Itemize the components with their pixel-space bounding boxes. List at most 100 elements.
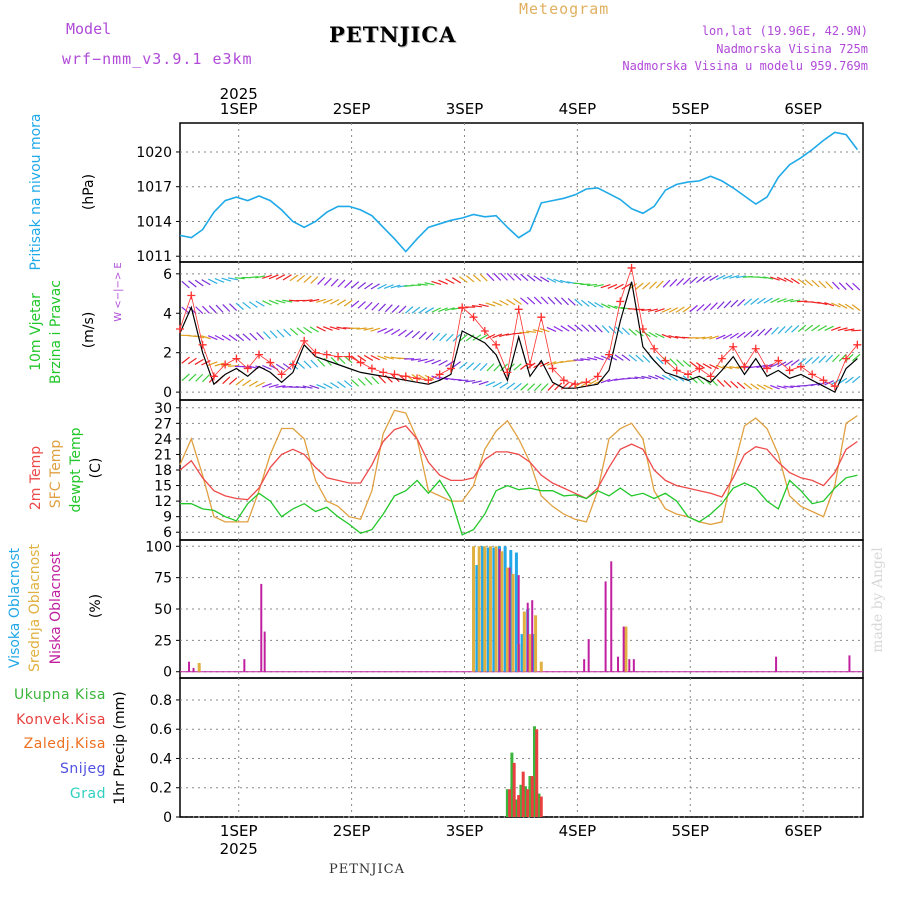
wind-direction-key: W <−|−> E	[113, 262, 124, 321]
wind-arrow	[580, 358, 591, 361]
low-cloud-bar	[775, 656, 778, 672]
wind-arrow	[743, 298, 753, 306]
wind-arrow	[554, 382, 563, 391]
precip-legend-item: Ukupna Kisa	[14, 687, 106, 703]
wind-arrow	[722, 365, 733, 370]
mid-cloud-bar	[511, 573, 515, 672]
wind-arrow	[329, 326, 340, 331]
wind-arrow	[228, 364, 239, 367]
wind-arrow	[492, 301, 503, 307]
low-cloud-bar	[604, 581, 607, 672]
wind-arrow	[384, 304, 393, 313]
total-precip-bar	[523, 786, 527, 817]
wind-arrow	[364, 282, 373, 290]
low-cloud-bar	[587, 639, 590, 672]
wind-arrow	[533, 383, 542, 392]
wind-arrow	[371, 302, 380, 311]
conv-precip-bar	[535, 729, 539, 817]
wind-arrow	[383, 284, 394, 290]
wind-unit: (m/s)	[81, 312, 97, 349]
wind-arrow	[513, 298, 522, 305]
y-tick-label: 9	[163, 510, 172, 526]
y-tick-label: 6	[163, 267, 172, 283]
elevation-label: Nadmorska Visina 725m	[716, 42, 868, 56]
wind-arrow	[479, 363, 488, 372]
high-cloud-bar	[531, 634, 535, 672]
cloud-unit: (%)	[88, 594, 104, 618]
wind-arrow	[431, 375, 442, 381]
mid-cloud-bar	[197, 662, 201, 672]
wind-arrow	[323, 326, 333, 331]
wind-arrow	[831, 354, 840, 363]
wind-arrow	[662, 279, 671, 288]
wind-arrow	[601, 325, 610, 334]
wind-arrow	[370, 283, 380, 290]
wind-arrow	[309, 326, 319, 333]
wind-arrow	[336, 299, 346, 306]
wind-arrow	[424, 358, 435, 364]
wind-arrow	[716, 379, 725, 388]
model-label: Model	[66, 20, 112, 38]
wind-arrow	[486, 363, 495, 372]
total-precip-bar	[505, 789, 509, 817]
wind-arrow	[825, 281, 834, 290]
wind-arrow	[527, 383, 536, 392]
wind-arrow	[553, 278, 564, 284]
wind-arrow	[635, 329, 644, 337]
wind-arrow	[729, 274, 740, 279]
high-cloud-bar	[486, 547, 490, 672]
wind-arrow	[268, 384, 279, 388]
wind-arrow	[384, 328, 394, 335]
wind-arrow	[817, 381, 828, 386]
conv-precip-bar	[517, 795, 521, 817]
total-precip-bar	[528, 776, 532, 817]
y-tick-label: 0	[163, 810, 172, 826]
wind-arrow	[289, 274, 299, 282]
wind-arrow	[309, 298, 320, 303]
wind-arrow	[682, 305, 692, 313]
wind-arrow	[221, 334, 231, 342]
low-cloud-bar	[531, 600, 534, 672]
wind-arrow	[695, 336, 706, 340]
wind-arrow	[195, 306, 204, 314]
wind-arrow	[282, 299, 293, 303]
wind-arrow	[459, 361, 468, 369]
wind-arrow	[837, 303, 848, 309]
wind-arrow	[445, 360, 455, 367]
wind-arrow	[661, 307, 672, 313]
wind-arrow	[479, 273, 488, 282]
footer-title: PETNJICA	[329, 862, 405, 877]
wind-arrow	[559, 279, 570, 284]
wind-arrow	[317, 358, 326, 367]
y-tick-label: 2	[163, 346, 172, 362]
wind-arrow	[222, 376, 231, 385]
low-cloud-label: Niska Oblacnost	[48, 551, 64, 664]
wind-arrow	[539, 361, 550, 368]
wind-arrow	[310, 276, 319, 284]
high-cloud-bar	[514, 552, 518, 672]
wind-arrow	[471, 305, 482, 308]
precip-unit: 1hr Precip (mm)	[112, 691, 128, 804]
wind-arrow	[730, 380, 739, 389]
wind-arrow	[621, 327, 630, 336]
wind-arrow	[776, 298, 787, 303]
wind-arrow	[750, 297, 759, 305]
high-cloud-label: Visoka Oblacnost	[7, 547, 23, 668]
wind-arrow	[608, 325, 617, 334]
wind-arrow	[797, 300, 808, 303]
temp-2m-line	[179, 425, 858, 501]
wind-arrow	[804, 356, 813, 365]
wind-arrow	[458, 276, 468, 283]
wind-arrow	[424, 374, 435, 381]
wind-arrow	[350, 379, 360, 387]
wind-arrow	[438, 307, 448, 313]
wind-arrow	[628, 328, 637, 336]
wind-arrow	[235, 378, 245, 386]
mid-cloud-bar	[500, 551, 504, 672]
wind-arrow	[316, 383, 326, 390]
wind-speed-line	[179, 281, 858, 393]
wind-arrow	[600, 355, 611, 361]
wind-arrow	[600, 284, 611, 289]
pressure-line	[179, 131, 859, 253]
wind-arrow	[438, 279, 448, 285]
